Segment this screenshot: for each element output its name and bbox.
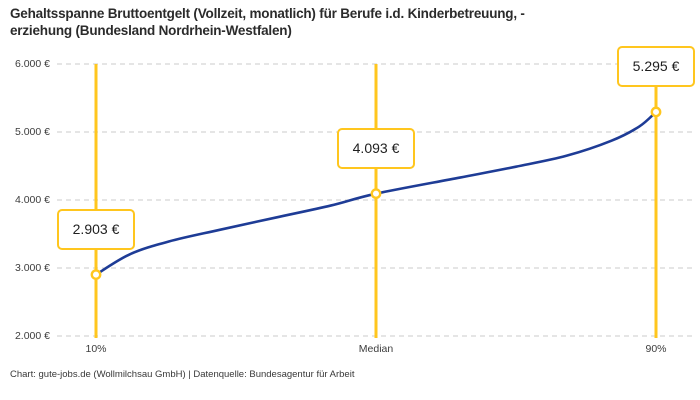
y-axis-tick-label: 4.000 € [14,194,50,206]
y-axis-tick-label: 3.000 € [14,262,50,274]
chart-title: Gehaltsspanne Bruttoentgelt (Vollzeit, m… [10,5,694,39]
data-point-marker-Median [370,188,382,200]
data-point-marker-90% [650,106,662,118]
chart-title-line1: Gehaltsspanne Bruttoentgelt (Vollzeit, m… [10,6,525,21]
data-point-marker-10% [90,269,102,280]
x-axis-label: 10% [85,343,107,355]
x-axis-label: 90% [645,343,667,355]
value-label-90%: 5.295 € [617,45,695,87]
chart-credit: Chart: gute-jobs.de (Wollmilchsau GmbH) … [10,369,355,380]
chart-title-line2: erziehung (Bundesland Nordrhein-Westfale… [10,23,292,38]
y-axis-tick-label: 6.000 € [14,58,50,70]
x-axis-label: Median [358,343,394,355]
y-axis-tick-label: 5.000 € [14,126,50,138]
value-label-10%: 2.903 € [57,208,135,250]
value-label-Median: 4.093 € [337,127,415,169]
y-axis-tick-label: 2.000 € [14,330,50,342]
